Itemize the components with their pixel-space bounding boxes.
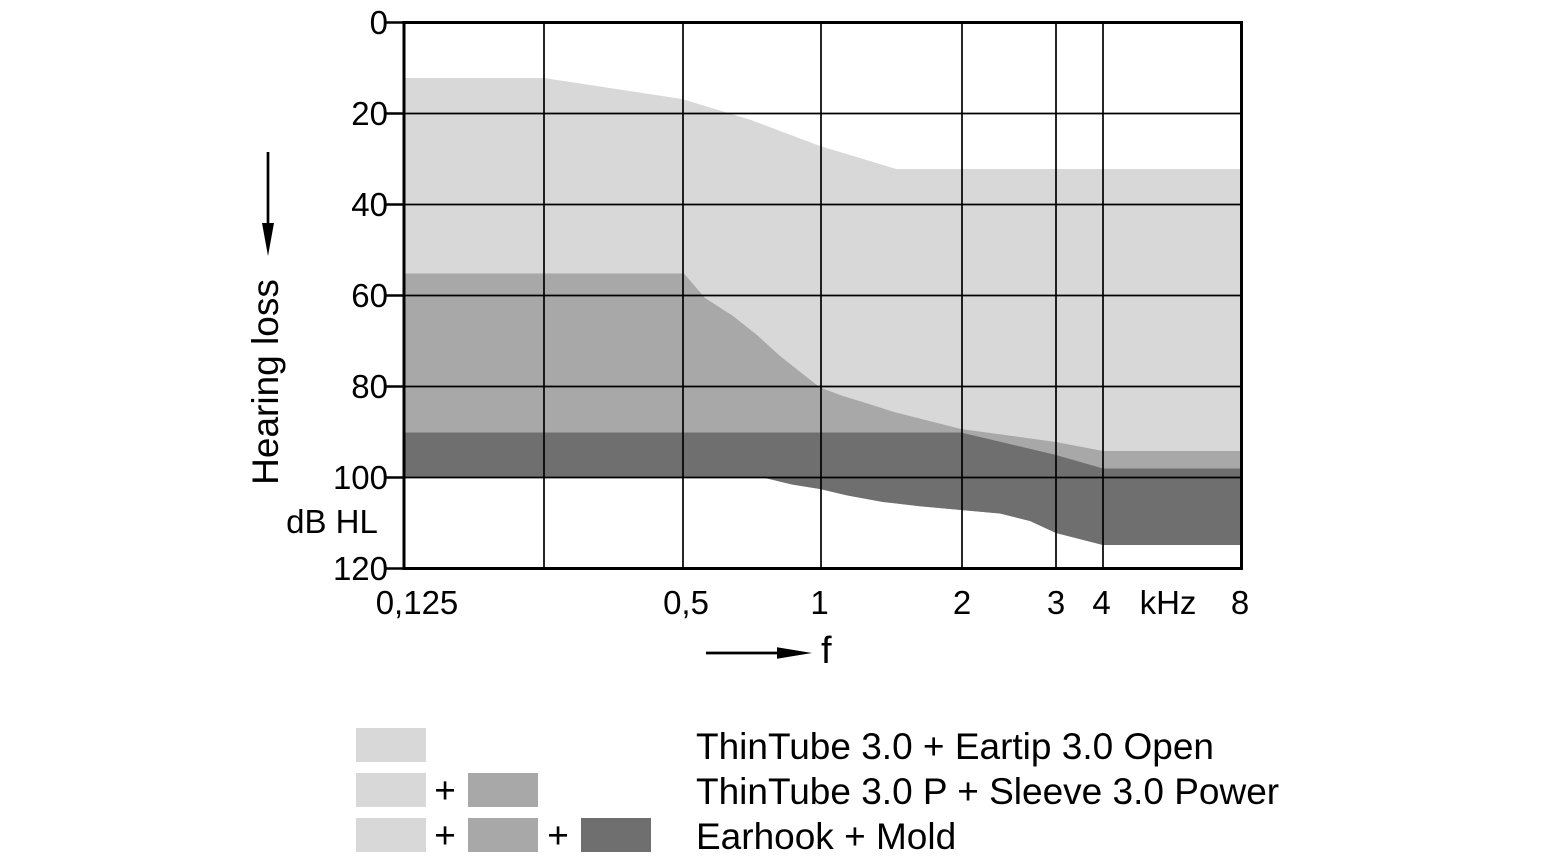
svg-text:80: 80 (351, 368, 388, 405)
svg-text:120: 120 (333, 550, 388, 587)
svg-text:60: 60 (351, 277, 388, 314)
svg-text:40: 40 (351, 186, 388, 223)
svg-text:ThinTube 3.0 + Eartip 3.0 Open: ThinTube 3.0 + Eartip 3.0 Open (696, 726, 1214, 767)
svg-text:f: f (821, 630, 832, 672)
svg-text:ThinTube 3.0 P + Sleeve 3.0 Po: ThinTube 3.0 P + Sleeve 3.0 Power (696, 771, 1279, 812)
svg-text:0,5: 0,5 (663, 584, 709, 621)
svg-text:2: 2 (953, 584, 971, 621)
svg-text:0: 0 (370, 4, 388, 41)
svg-text:kHz: kHz (1140, 584, 1197, 621)
svg-text:8: 8 (1231, 584, 1249, 621)
svg-text:+: + (434, 815, 456, 856)
svg-text:+: + (547, 815, 569, 856)
svg-text:+: + (434, 770, 456, 811)
svg-text:dB HL: dB HL (286, 503, 378, 540)
svg-text:100: 100 (333, 459, 388, 496)
svg-text:Earhook + Mold: Earhook + Mold (696, 816, 956, 857)
svg-text:Hearing loss: Hearing loss (245, 279, 286, 485)
svg-text:3: 3 (1047, 584, 1065, 621)
svg-text:20: 20 (351, 95, 388, 132)
svg-text:0,125: 0,125 (376, 584, 459, 621)
svg-text:1: 1 (810, 584, 828, 621)
svg-text:4: 4 (1092, 584, 1110, 621)
